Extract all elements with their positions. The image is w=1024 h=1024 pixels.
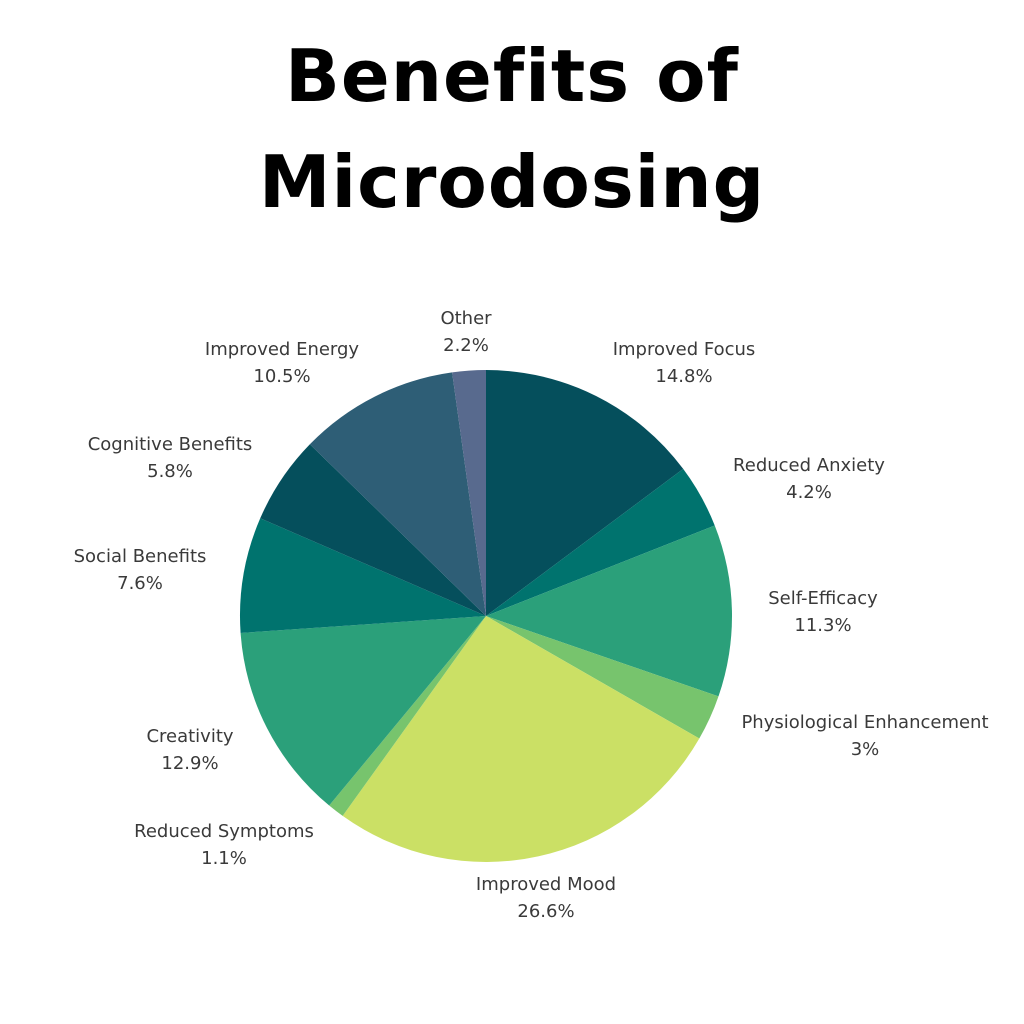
slice-value-physiological-enhancement: 3%: [851, 739, 880, 760]
slice-label-cognitive-benefits: Cognitive Benefits: [88, 434, 253, 455]
slice-label-creativity: Creativity: [146, 726, 233, 747]
slice-value-improved-energy: 10.5%: [253, 366, 310, 387]
slice-value-reduced-anxiety: 4.2%: [786, 482, 832, 503]
pie-slice-physiological-enhancement: [486, 616, 719, 739]
pie-slice-reduced-symptoms: [329, 616, 486, 816]
slice-value-social-benefits: 7.6%: [117, 573, 163, 594]
slice-label-social-benefits: Social Benefits: [74, 546, 207, 567]
slice-label-reduced-anxiety: Reduced Anxiety: [733, 455, 885, 476]
slice-value-creativity: 12.9%: [161, 753, 218, 774]
pie-slice-improved-mood: [342, 616, 700, 862]
slice-label-improved-mood: Improved Mood: [476, 874, 616, 895]
slice-label-self-efficacy: Self-Efficacy: [768, 588, 878, 609]
slice-label-improved-energy: Improved Energy: [205, 339, 360, 360]
slice-value-cognitive-benefits: 5.8%: [147, 461, 193, 482]
slice-value-improved-focus: 14.8%: [655, 366, 712, 387]
pie-slice-cognitive-benefits: [260, 444, 486, 616]
pie-slice-improved-energy: [309, 372, 486, 616]
pie-slices: [240, 370, 733, 862]
slice-value-improved-mood: 26.6%: [517, 901, 574, 922]
pie-labels: Improved Focus 14.8% Reduced Anxiety 4.2% Se…: [74, 308, 989, 922]
pie-slice-self-efficacy: [486, 525, 733, 697]
slice-value-self-efficacy: 11.3%: [794, 615, 851, 636]
slice-value-other: 2.2%: [443, 335, 489, 356]
slice-label-physiological-enhancement: Physiological Enhancement: [741, 712, 988, 733]
chart-title-line-2: Microdosing: [258, 140, 766, 224]
slice-label-improved-focus: Improved Focus: [613, 339, 756, 360]
slice-label-other: Other: [440, 308, 492, 329]
slice-value-reduced-symptoms: 1.1%: [201, 848, 247, 869]
chart-title-line-1: Benefits of: [285, 34, 739, 118]
slice-label-reduced-symptoms: Reduced Symptoms: [134, 821, 314, 842]
pie-slice-reduced-anxiety: [486, 468, 715, 616]
pie-slice-other: [452, 370, 486, 616]
pie-slice-creativity: [240, 616, 486, 806]
pie-slice-social-benefits: [240, 518, 486, 633]
pie-slice-improved-focus: [486, 370, 684, 616]
